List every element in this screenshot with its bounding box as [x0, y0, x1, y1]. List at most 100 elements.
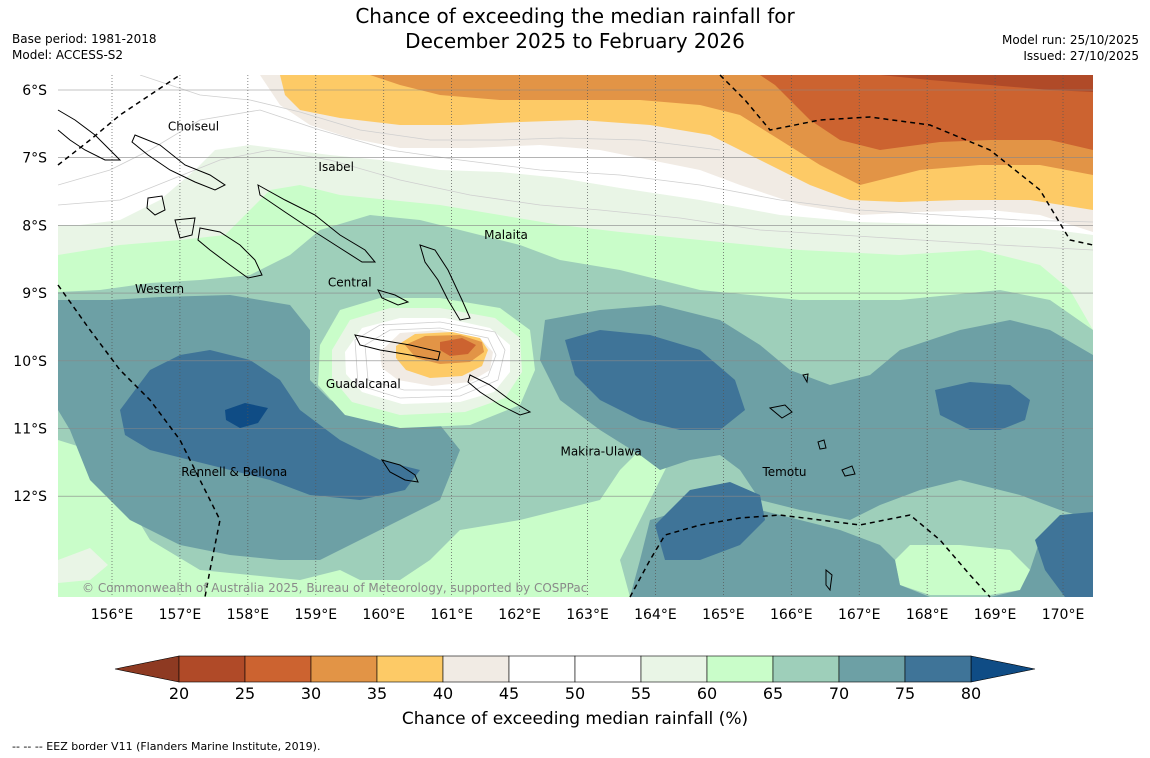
band-75-80-central — [565, 330, 745, 430]
colorbar-segment — [244, 655, 312, 683]
province-labels: Choiseul Isabel Malaita Central Western Guada… — [135, 120, 807, 479]
colorbar-tick-label: 65 — [762, 684, 784, 703]
choiseul-coast — [131, 134, 226, 191]
lat-label: 10°S — [13, 354, 47, 370]
temotu-coast — [768, 373, 856, 592]
lon-label: 169°E — [974, 607, 1017, 623]
coastlines — [57, 109, 856, 592]
colorbar-segment — [706, 655, 774, 683]
colorbar-tick-label: 35 — [366, 684, 388, 703]
lon-label: 163°E — [566, 607, 609, 623]
makira-coast — [467, 374, 532, 416]
central-islands-coast — [377, 289, 410, 306]
lon-label: 164°E — [634, 607, 677, 623]
band-60-65-south — [58, 440, 680, 597]
colorbar-segment — [310, 655, 378, 683]
colorbar-tick-label: 25 — [234, 684, 256, 703]
issued-date: Issued: 27/10/2025 — [1023, 49, 1139, 63]
province-label: Western — [135, 282, 184, 296]
band-20-25-north — [880, 75, 1093, 92]
lon-label: 162°E — [498, 607, 541, 623]
model-name: Model: ACCESS-S2 — [12, 48, 124, 62]
lon-label: 161°E — [430, 607, 473, 623]
province-label: Malaita — [484, 228, 528, 242]
meta-left: Base period: 1981-2018 Model: ACCESS-S2 — [12, 31, 157, 63]
band-60-65-southeast — [895, 545, 1030, 595]
colorbar-segment — [508, 655, 576, 683]
province-label: Choiseul — [168, 120, 219, 134]
colorbar-label: Chance of exceeding median rainfall (%) — [401, 709, 749, 729]
colorbar-extend-high — [970, 655, 1036, 683]
eez-border-south — [629, 514, 991, 598]
colorbar-segment — [376, 655, 444, 683]
graticule: 156°E 157°E 158°E 159°E 160°E 161°E 162°E 163°E… — [13, 75, 1093, 623]
lat-label: 7°S — [22, 151, 47, 167]
lon-label: 170°E — [1042, 607, 1085, 623]
band-gt80-west — [225, 403, 268, 428]
ring-25-30 — [440, 338, 476, 356]
province-label: Guadalcanal — [326, 377, 401, 391]
colorbar-tick-label: 45 — [498, 684, 520, 703]
colorbar-tick-label: 50 — [564, 684, 586, 703]
eez-border-east — [719, 74, 1094, 246]
lon-label: 166°E — [770, 607, 813, 623]
bougainville-coast — [57, 109, 122, 161]
colorbar-tick-label: 75 — [894, 684, 916, 703]
eez-note: -- -- -- EEZ border V11 (Flanders Marine… — [12, 740, 321, 753]
colorbar-tick-label: 80 — [960, 684, 982, 703]
band-75-80-se — [1035, 512, 1093, 597]
lon-label: 156°E — [91, 607, 134, 623]
colorbar — [114, 655, 1036, 683]
lon-label: 157°E — [159, 607, 202, 623]
lon-label: 168°E — [906, 607, 949, 623]
new-georgia-coast — [174, 217, 263, 279]
base-period: Base period: 1981-2018 — [12, 32, 157, 46]
province-label: Central — [328, 275, 372, 289]
copyright-text: © Commonwealth of Australia 2025, Bureau… — [82, 581, 587, 595]
eez-borders — [57, 74, 1094, 598]
colorbar-ticks: 20 25 30 35 40 45 50 55 60 65 70 75 80 — [0, 684, 1150, 706]
colorbar-tick-label: 40 — [432, 684, 454, 703]
lat-label: 11°S — [13, 422, 47, 438]
lat-label: 12°S — [13, 489, 47, 505]
lon-label: 159°E — [295, 607, 338, 623]
guadalcanal-coast — [354, 334, 441, 361]
band-75-80-west — [120, 350, 420, 500]
model-run: Model run: 25/10/2025 — [1001, 33, 1139, 47]
band-75-80-east — [935, 382, 1030, 430]
colorbar-tick-label: 60 — [696, 684, 718, 703]
band-75-80-south — [655, 482, 765, 560]
band-55-60-southwest — [58, 548, 108, 583]
colorbar-segment — [640, 655, 708, 683]
colorbar-tick-label: 20 — [168, 684, 190, 703]
rennell-coast — [380, 459, 419, 483]
lat-label: 8°S — [22, 218, 47, 234]
rainfall-map: 156°E 157°E 158°E 159°E 160°E 161°E 162°E 163°E… — [13, 74, 1094, 683]
band-25-30-north — [760, 75, 1093, 150]
vella-lavella-coast — [146, 195, 166, 216]
colorbar-segment — [178, 655, 246, 683]
province-label: Temotu — [761, 465, 806, 479]
meta-right: Model run: 25/10/2025 Issued: 27/10/2025 — [1002, 32, 1139, 64]
province-label: Isabel — [318, 160, 353, 174]
lat-label: 6°S — [22, 83, 47, 99]
isabel-coast — [257, 184, 377, 263]
province-label: Makira-Ulawa — [560, 445, 641, 459]
lon-label: 160°E — [362, 607, 405, 623]
colorbar-extend-low — [114, 655, 180, 683]
lat-label: 9°S — [22, 286, 47, 302]
title-line-1: Chance of exceeding the median rainfall … — [355, 4, 795, 28]
fine-contours — [58, 75, 1093, 399]
title-line-2: December 2025 to February 2026 — [405, 29, 745, 53]
eez-border-north — [57, 74, 181, 166]
malaita-coast — [419, 244, 471, 321]
province-label: Rennell & Bellona — [181, 465, 287, 479]
map-title: Chance of exceeding the median rainfall … — [0, 4, 1150, 54]
colorbar-segment — [904, 655, 972, 683]
colorbar-segment — [838, 655, 906, 683]
lon-label: 165°E — [702, 607, 745, 623]
colorbar-segment — [772, 655, 840, 683]
colorbar-segment — [574, 655, 642, 683]
lon-label: 167°E — [838, 607, 881, 623]
colorbar-tick-label: 70 — [828, 684, 850, 703]
